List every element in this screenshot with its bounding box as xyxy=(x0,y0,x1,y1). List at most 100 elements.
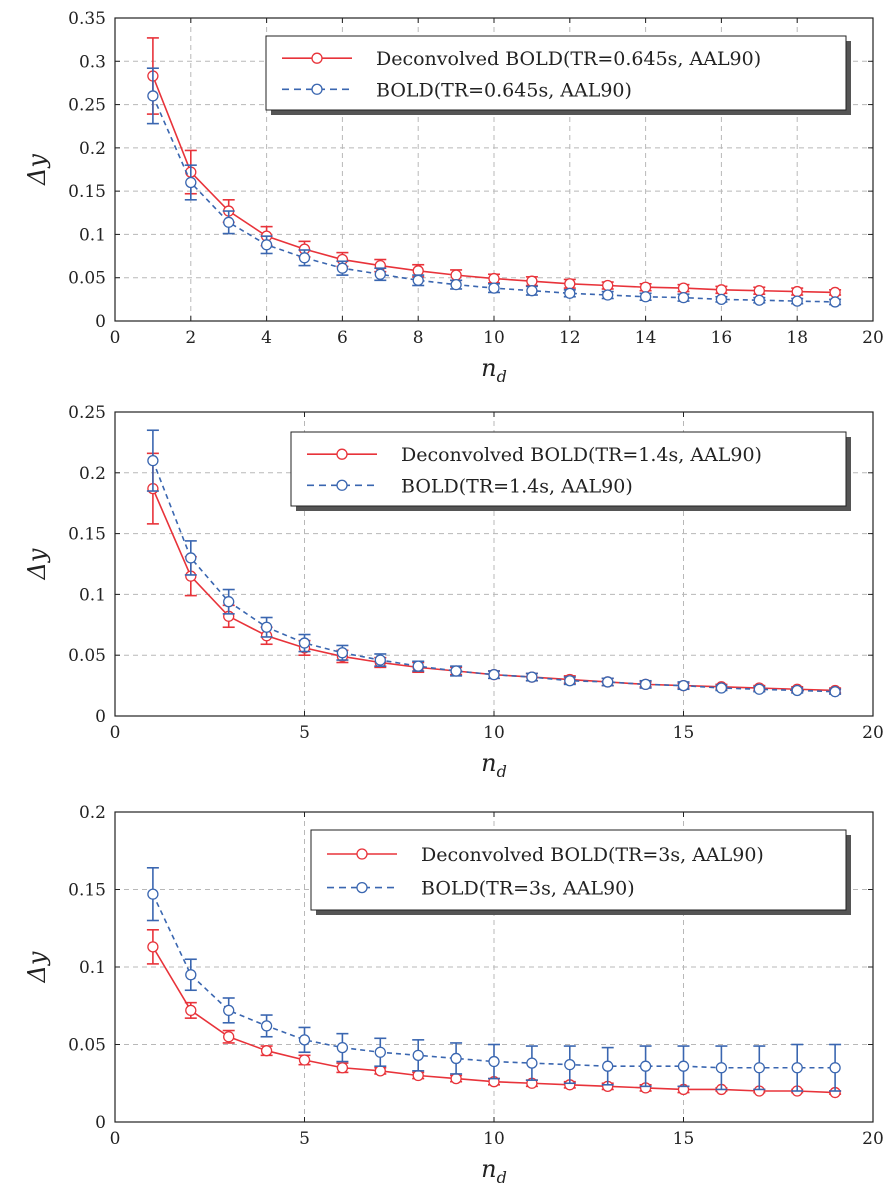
legend-box xyxy=(310,829,847,911)
x-tick-label: 12 xyxy=(559,328,581,348)
legend-label: Deconvolved BOLD(TR=1.4s, AAL90) xyxy=(401,444,762,466)
data-point xyxy=(450,278,462,291)
data-point xyxy=(147,941,159,953)
data-point xyxy=(564,287,576,299)
data-point xyxy=(185,1004,197,1017)
y-tick-label: 0.1 xyxy=(79,958,106,978)
data-point xyxy=(564,278,576,290)
y-tick-label: 0.15 xyxy=(68,525,106,545)
y-tick-label: 0.2 xyxy=(79,139,106,159)
data-point xyxy=(336,1041,349,1054)
data-point xyxy=(753,683,765,695)
data-point xyxy=(791,1062,803,1074)
data-point xyxy=(488,1055,500,1068)
data-point xyxy=(147,90,159,102)
chart-panel-1: 0 2 4 6 8 10 12 14 16 18 20 0 0.05 0.1 0.15 0.2 0.25 0.3 0… xyxy=(23,9,883,386)
data-point xyxy=(374,654,386,666)
data-point xyxy=(639,678,652,691)
data-point xyxy=(602,289,614,301)
y-tick-label: 0 xyxy=(95,707,106,727)
data-point xyxy=(791,295,803,307)
data-point xyxy=(260,239,273,251)
y-tick-label: 0 xyxy=(95,1113,106,1133)
x-axis-label: nd xyxy=(481,749,507,781)
y-axis-label: Δy xyxy=(23,154,51,186)
x-tick-label: 15 xyxy=(673,723,695,743)
data-point xyxy=(715,1062,728,1074)
x-tick-label: 16 xyxy=(711,328,733,348)
legend-box xyxy=(265,35,847,111)
y-tick-label: 0.05 xyxy=(68,1036,106,1056)
data-point xyxy=(602,279,614,292)
x-tick-label: 5 xyxy=(299,723,310,743)
data-point xyxy=(412,1049,424,1061)
x-tick-label: 10 xyxy=(483,723,505,743)
x-tick-label: 4 xyxy=(261,328,272,348)
y-tick-label: 0.3 xyxy=(79,52,106,72)
y-tick-label: 0.25 xyxy=(68,96,106,116)
x-tick-label: 20 xyxy=(862,328,883,348)
legend: Deconvolved BOLD(TR=1.4s, AAL90) BOLD(TR=… xyxy=(290,431,851,511)
x-tick-label: 6 xyxy=(337,328,348,348)
legend-label: Deconvolved BOLD(TR=3s, AAL90) xyxy=(421,844,764,866)
data-point xyxy=(223,1004,235,1017)
data-point xyxy=(260,1045,273,1057)
chart-panel-3: 0 5 10 15 20 0 0.05 0.1 0.15 0.2 nd Δy Deconvolved B… xyxy=(23,803,883,1184)
data-point xyxy=(602,1060,614,1072)
x-tick-label: 14 xyxy=(635,328,657,348)
data-point xyxy=(526,1057,538,1069)
data-point xyxy=(715,284,728,296)
data-point xyxy=(374,268,386,280)
data-point xyxy=(488,669,500,681)
series-bold xyxy=(146,866,842,1092)
y-tick-label: 0.15 xyxy=(68,182,106,202)
legend-marker xyxy=(356,848,368,860)
data-point xyxy=(829,286,841,299)
data-point xyxy=(791,684,803,697)
legend-label: BOLD(TR=3s, AAL90) xyxy=(421,878,635,900)
data-point xyxy=(260,1020,273,1032)
data-point xyxy=(374,1046,386,1058)
series-line xyxy=(152,488,836,692)
x-tick-label: 8 xyxy=(413,328,424,348)
data-point xyxy=(450,665,462,677)
y-tick-label: 0.35 xyxy=(68,9,106,29)
data-point xyxy=(412,265,424,277)
y-tick-label: 0 xyxy=(95,312,106,332)
data-point xyxy=(185,969,197,981)
data-point xyxy=(185,552,197,564)
legend-box xyxy=(290,431,847,507)
data-point xyxy=(298,637,311,649)
chart-panel-2: 0 5 10 15 20 0 0.05 0.1 0.15 0.2 0.25 nd Δy Deconvolv… xyxy=(23,403,883,781)
legend: Deconvolved BOLD(TR=0.645s, AAL90) BOLD(T… xyxy=(265,35,851,115)
data-point xyxy=(223,216,235,228)
data-point xyxy=(374,1065,386,1077)
data-point xyxy=(488,282,500,294)
x-tick-label: 20 xyxy=(862,723,883,743)
data-point xyxy=(829,686,841,698)
data-point xyxy=(829,1062,841,1074)
data-point xyxy=(639,291,652,303)
legend-marker xyxy=(336,479,348,491)
data-point xyxy=(526,285,538,297)
x-axis-label: nd xyxy=(481,354,507,386)
data-point xyxy=(450,1072,462,1085)
y-tick-label: 0.1 xyxy=(79,585,106,605)
y-tick-label: 0.15 xyxy=(68,881,106,901)
data-point xyxy=(677,679,690,692)
x-tick-label: 18 xyxy=(786,328,808,348)
data-point xyxy=(298,1054,311,1066)
data-point xyxy=(336,262,349,274)
data-point xyxy=(412,274,424,286)
series-bold xyxy=(146,67,842,308)
data-point xyxy=(336,647,349,659)
data-point xyxy=(223,1031,235,1043)
y-tick-label: 0.05 xyxy=(68,269,106,289)
legend-label: Deconvolved BOLD(TR=0.645s, AAL90) xyxy=(376,48,761,70)
legend-marker xyxy=(311,52,323,64)
data-point xyxy=(639,1060,652,1072)
legend-label: BOLD(TR=1.4s, AAL90) xyxy=(401,475,633,497)
data-point xyxy=(602,676,614,688)
x-tick-label: 5 xyxy=(299,1129,310,1149)
legend-marker xyxy=(336,448,348,460)
